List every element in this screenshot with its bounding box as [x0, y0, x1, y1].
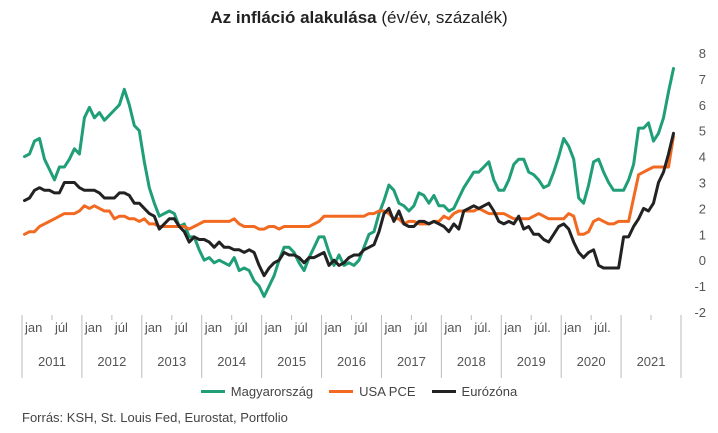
y-tick-label: 7: [699, 72, 706, 87]
year-label: 2020: [577, 354, 606, 369]
chart-title-sub: (év/év, százalék): [376, 8, 508, 27]
year-label: 2013: [157, 354, 186, 369]
x-tick-label: júl: [114, 320, 128, 335]
y-tick-label: 0: [699, 253, 706, 268]
x-tick-label: jan: [144, 320, 162, 335]
legend: Magyarország USA PCE Eurózóna: [0, 384, 718, 399]
legend-label-hu: Magyarország: [230, 384, 314, 399]
year-label: 2011: [38, 354, 66, 369]
legend-item-hu: Magyarország: [200, 384, 314, 399]
year-label: 2012: [97, 354, 126, 369]
year-label: 2021: [637, 354, 666, 369]
y-tick-label: 2: [699, 201, 706, 216]
x-tick-label: júl: [234, 320, 248, 335]
x-tick-label: jan: [503, 320, 521, 335]
y-tick-label: 6: [699, 98, 706, 113]
y-tick-label: -1: [694, 279, 706, 294]
legend-item-ez: Eurózóna: [431, 384, 518, 399]
y-tick-label: 5: [699, 124, 706, 139]
x-tick-label: jan: [264, 320, 282, 335]
year-label: 2017: [397, 354, 426, 369]
y-tick-label: -2: [694, 305, 706, 320]
x-axis: jan júl jan júl jan júl jan júl jan júl jan júl jan j…: [21, 315, 682, 378]
x-tick-label: júl: [353, 320, 367, 335]
x-tick-label: jan: [24, 320, 42, 335]
legend-swatch-us: [329, 390, 354, 393]
chart-title-main: Az infláció alakulása: [210, 8, 377, 27]
x-tick-label: júl: [413, 320, 427, 335]
series-line-ez: [23, 131, 675, 278]
x-tick-label: júl: [294, 320, 308, 335]
series-layer: [23, 67, 675, 298]
x-tick-label: jan: [383, 320, 401, 335]
year-label: 2014: [217, 354, 246, 369]
series-line-hu: [23, 67, 675, 298]
x-tick-label: júl.: [533, 320, 551, 335]
x-tick-label: jan: [204, 320, 222, 335]
x-tick-label: jan: [443, 320, 461, 335]
year-label: 2015: [277, 354, 306, 369]
x-tick-label: júl.: [593, 320, 611, 335]
chart-title: Az infláció alakulása (év/év, százalék): [0, 8, 718, 28]
legend-label-ez: Eurózóna: [461, 384, 518, 399]
series-line-us: [23, 134, 675, 236]
year-label: 2019: [517, 354, 546, 369]
y-tick-label: 4: [699, 150, 706, 165]
y-tick-label: 1: [699, 227, 706, 242]
y-tick-label: 8: [699, 46, 706, 61]
legend-swatch-hu: [200, 390, 225, 393]
source-note: Forrás: KSH, St. Louis Fed, Eurostat, Po…: [22, 410, 288, 425]
x-tick-label: jan: [324, 320, 342, 335]
x-tick-label: jan: [563, 320, 581, 335]
legend-item-us: USA PCE: [329, 384, 416, 399]
year-label: 2016: [337, 354, 366, 369]
legend-label-us: USA PCE: [359, 384, 416, 399]
x-tick-label: júl.: [473, 320, 491, 335]
x-tick-label: júl: [174, 320, 188, 335]
y-axis: -2 -1 0 1 2 3 4 5 6 7 8: [694, 46, 706, 320]
year-label: 2018: [457, 354, 486, 369]
y-tick-label: 3: [699, 176, 706, 191]
x-tick-label: júl: [54, 320, 68, 335]
x-tick-label: jan: [84, 320, 102, 335]
legend-swatch-ez: [431, 390, 456, 393]
